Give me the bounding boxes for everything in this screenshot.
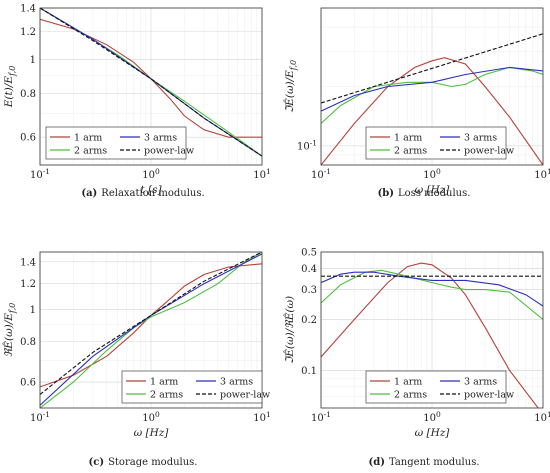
chart-panel-d: 10-1 100 101 0.1 0.2 0.3 0.4 0.5 ω [Hz] ℑÊ(ω)/ℜÊ(… (282, 248, 550, 469)
plot-frame-d (320, 251, 544, 409)
x-tick-label-d-2: 101 (534, 410, 550, 424)
x-axis-label-b: ω [Hz] (415, 184, 451, 196)
legend-c: 1 arm 3 arms 2 arms power-law (121, 370, 270, 404)
x-tick-label-c-2: 101 (253, 410, 271, 424)
y-tick-label-d-2: 0.3 (301, 285, 317, 296)
series-line-b-3 (321, 33, 543, 104)
x-tick-label-c-0: 10-1 (30, 410, 50, 424)
series-line-a-0 (40, 18, 262, 138)
legend-label-d-0: 1 arm (394, 377, 422, 388)
caption-b: (b) Loss modulus. (378, 188, 471, 199)
x-axis-label-a: t [s] (140, 184, 162, 196)
y-tick-label-d-1: 0.2 (301, 315, 317, 326)
legend-label-c-0: 1 arm (150, 377, 178, 388)
plot-frame-c (39, 251, 263, 409)
y-tick-label-c-1: 0.8 (20, 337, 36, 348)
legend-label-a-1: 2 arms (74, 146, 107, 157)
series-line-d-1 (321, 269, 543, 320)
x-tick-label-c-1: 100 (142, 410, 160, 424)
y-tick-label-d-0: 0.1 (301, 366, 317, 377)
caption-c: (c) Storage modulus. (89, 457, 198, 468)
caption-a: (a) Relaxation modulus. (81, 188, 204, 199)
caption-d: (d) Tangent modulus. (368, 457, 479, 468)
x-tick-label-b-1: 100 (423, 167, 441, 181)
legend-label-a-3: power-law (144, 146, 194, 157)
y-tick-label-b-0: 10-1 (297, 138, 317, 152)
y-tick-label-a-2: 1 (30, 55, 36, 66)
y-axis-label-b: ℑÊ(ω)/Ef,0 (282, 60, 298, 113)
x-tick-label-a-1: 100 (142, 167, 160, 181)
series-line-d-0 (321, 262, 539, 408)
legend-d: 1 arm 3 arms 2 arms power-law (365, 370, 514, 404)
chart-panel-c: 10-1 100 101 0.6 0.8 1 1.2 1.4 ω [Hz] ℜÊ(ω)/Ef,0 1… (1, 251, 271, 468)
y-tick-label-a-0: 0.6 (20, 133, 36, 144)
legend-label-a-0: 1 arm (74, 133, 102, 144)
y-tick-label-d-3: 0.4 (301, 264, 317, 275)
legend-label-d-1: 2 arms (394, 390, 427, 401)
y-tick-label-a-1: 0.8 (20, 89, 36, 100)
y-tick-label-c-3: 1.2 (20, 279, 36, 290)
legend-label-b-0: 1 arm (394, 133, 422, 144)
legend-a: 1 arm 3 arms 2 arms power-law (45, 126, 194, 160)
y-tick-label-c-2: 1 (30, 305, 36, 316)
series-line-d-2 (321, 271, 543, 307)
legend-label-b-1: 2 arms (394, 146, 427, 157)
x-tick-label-a-2: 101 (253, 167, 271, 181)
y-tick-label-a-4: 1.4 (20, 4, 36, 15)
legend-label-a-2: 3 arms (144, 133, 177, 144)
y-tick-label-a-3: 1.2 (20, 27, 36, 38)
y-axis-label-d: ℑÊ(ω)/ℜÊ(ω) (282, 296, 296, 364)
series-line-b-0 (321, 57, 543, 165)
y-tick-label-c-0: 0.6 (20, 378, 36, 389)
series-line-c-3 (40, 252, 262, 395)
x-tick-label-d-1: 100 (423, 410, 441, 424)
x-tick-label-b-2: 101 (534, 167, 550, 181)
chart-panel-a: 10-1 100 101 0.6 0.8 1 1.2 1.4 t [s] E(t)/Ef,0 1 a… (3, 4, 271, 200)
legend-label-b-3: power-law (464, 146, 514, 157)
y-axis-label-a: E(t)/Ef,0 (3, 66, 17, 109)
legend-label-b-2: 3 arms (464, 133, 497, 144)
x-tick-label-a-0: 10-1 (30, 167, 50, 181)
y-axis-label-c: ℜÊ(ω)/Ef,0 (1, 303, 17, 357)
legend-label-d-3: power-law (464, 390, 514, 401)
legend-b: 1 arm 3 arms 2 arms power-law (365, 126, 514, 160)
plot-frame-b (320, 7, 544, 166)
series-line-c-1 (40, 252, 262, 408)
legend-label-c-2: 3 arms (220, 377, 253, 388)
x-axis-label-d: ω [Hz] (415, 427, 451, 439)
legend-label-c-1: 2 arms (150, 390, 183, 401)
series-line-c-2 (40, 253, 262, 406)
legend-label-d-2: 3 arms (464, 377, 497, 388)
legend-label-c-3: power-law (220, 390, 270, 401)
y-tick-label-c-4: 1.4 (20, 257, 36, 268)
series-line-b-2 (321, 66, 543, 112)
x-tick-label-b-0: 10-1 (311, 167, 331, 181)
chart-panel-b: 10-1 100 101 10-1 ω [Hz] ℑÊ(ω)/Ef,0 1 arm 3 arm… (282, 7, 550, 199)
x-tick-label-d-0: 10-1 (311, 410, 331, 424)
plot-frame-a (39, 7, 263, 166)
series-line-a-2 (40, 8, 262, 157)
x-axis-label-c: ω [Hz] (134, 427, 170, 439)
y-tick-label-d-4: 0.5 (301, 248, 317, 259)
